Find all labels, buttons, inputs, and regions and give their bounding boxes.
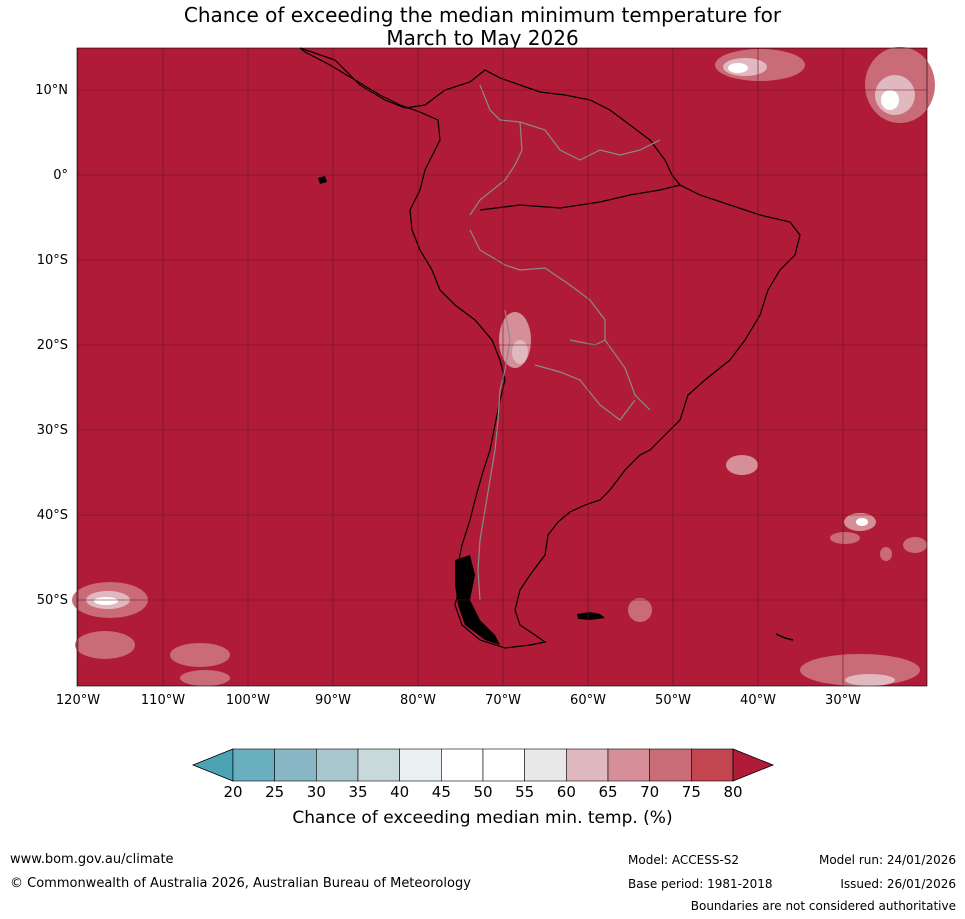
colorbar-tick-label: 45	[431, 783, 451, 801]
lat-label-10s: 10°S	[36, 253, 68, 268]
colorbar-tick-label: 65	[598, 783, 618, 801]
colorbar-tick-label: 35	[348, 783, 368, 801]
model-run-text: Model run: 24/01/2026	[818, 853, 956, 867]
lat-label-10n: 10°N	[35, 83, 68, 98]
lon-label-80w: 80°W	[400, 693, 436, 708]
lon-label-30w: 30°W	[825, 693, 861, 708]
colorbar-tick-label: 50	[473, 783, 493, 801]
colorbar-tick-label: 75	[681, 783, 701, 801]
colorbar-bin	[399, 748, 442, 782]
website-text: www.bom.gov.au/climate	[10, 852, 174, 867]
map-title: Chance of exceeding the median minimum t…	[0, 4, 965, 50]
lat-label-30s: 30°S	[36, 423, 68, 438]
colorbar-label: Chance of exceeding median min. temp. (%…	[292, 808, 673, 828]
lon-label-100w: 100°W	[225, 693, 271, 708]
colorbar-bin	[566, 748, 609, 782]
colorbar-bin	[316, 748, 359, 782]
lon-label-50w: 50°W	[655, 693, 691, 708]
colorbar-bin	[607, 748, 650, 782]
lon-label-90w: 90°W	[315, 693, 351, 708]
colorbar-tick-label: 55	[515, 783, 535, 801]
map-frame	[76, 47, 928, 687]
graticule	[77, 48, 927, 686]
colorbar-tick-label: 70	[640, 783, 660, 801]
colorbar-bin	[524, 748, 567, 782]
colorbar-tick-label: 20	[223, 783, 243, 801]
title-line-2: March to May 2026	[386, 26, 579, 50]
galapagos	[318, 176, 327, 184]
south-america-coastline	[299, 47, 801, 649]
probability-map	[72, 47, 935, 687]
lat-label-0: 0°	[53, 168, 68, 183]
lat-label-40s: 40°S	[36, 508, 68, 523]
colorbar-bin	[274, 748, 317, 782]
falkland-islands	[577, 612, 605, 620]
lat-label-20s: 20°S	[36, 338, 68, 353]
colorbar	[191, 748, 775, 782]
colorbar-bin	[649, 748, 692, 782]
amazon-river	[479, 184, 681, 211]
colorbar-bin	[482, 748, 525, 782]
boundaries-note: Boundaries are not considered authoritat…	[690, 899, 956, 913]
model-text: Model: ACCESS-S2	[628, 853, 740, 867]
colorbar-bin	[357, 748, 400, 782]
lon-label-120w: 120°W	[55, 693, 101, 708]
colorbar-bin	[441, 748, 484, 782]
lat-label-50s: 50°S	[36, 593, 68, 608]
colorbar-tick-label: 25	[265, 783, 285, 801]
colorbar-tick-label: 30	[306, 783, 326, 801]
lon-label-40w: 40°W	[740, 693, 776, 708]
colorbar-tick-label: 40	[390, 783, 410, 801]
colorbar-extend-low	[191, 748, 234, 782]
colorbar-bin	[232, 748, 275, 782]
country-borders	[469, 84, 661, 601]
anomaly-patches	[72, 47, 935, 686]
title-line-1: Chance of exceeding the median minimum t…	[183, 3, 782, 27]
issued-text: Issued: 26/01/2026	[840, 877, 956, 891]
patch-south-atlantic	[726, 455, 758, 475]
colorbar-tick-label: 80	[723, 783, 743, 801]
lon-label-70w: 70°W	[485, 693, 521, 708]
south-georgia	[775, 633, 794, 641]
colorbar-extend-high	[732, 748, 775, 782]
lon-label-110w: 110°W	[140, 693, 186, 708]
copyright-text: © Commonwealth of Australia 2026, Austra…	[10, 876, 471, 891]
base-period-text: Base period: 1981-2018	[628, 877, 773, 891]
colorbar-tick-label: 60	[556, 783, 576, 801]
colorbar-bin	[691, 748, 734, 782]
lon-label-60w: 60°W	[570, 693, 606, 708]
southern-fjords	[455, 555, 500, 645]
